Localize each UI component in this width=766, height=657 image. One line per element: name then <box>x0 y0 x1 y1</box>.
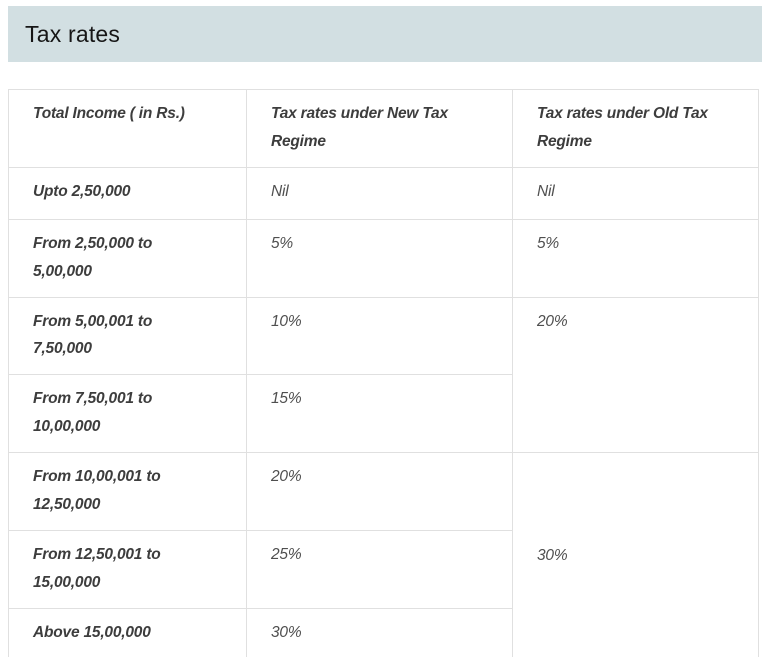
old-rate-cell-merged: 20% <box>512 296 759 454</box>
page-title: Tax rates <box>25 20 121 47</box>
new-rate-cell: 10% <box>246 296 513 376</box>
column-header-old-regime: Tax rates under Old Tax Regime <box>512 89 759 168</box>
column-header-income: Total Income ( in Rs.) <box>8 89 247 168</box>
income-cell: From 10,00,001 to 12,50,000 <box>8 452 247 531</box>
table-row: From 2,50,000 to 5,00,000 5% 5% <box>8 218 759 298</box>
new-rate-cell: 30% <box>246 607 513 657</box>
old-rate-cell: 5% <box>512 218 759 298</box>
new-rate-cell: 20% <box>246 452 513 531</box>
income-cell: From 2,50,000 to 5,00,000 <box>8 218 247 298</box>
new-rate-cell: 15% <box>246 374 513 454</box>
table-row: From 7,50,001 to 10,00,000 15% <box>8 374 759 454</box>
income-cell: Upto 2,50,000 <box>8 166 247 220</box>
income-cell: From 7,50,001 to 10,00,000 <box>8 374 247 454</box>
new-rate-cell: 5% <box>246 218 513 298</box>
new-rate-cell: Nil <box>246 166 513 220</box>
table-row: Above 15,00,000 30% <box>8 607 759 657</box>
tax-rates-table: Total Income ( in Rs.) Tax rates under N… <box>8 89 759 657</box>
table-row: From 5,00,001 to 7,50,000 10% 20% <box>8 296 759 454</box>
old-rate-cell-merged: 30% <box>512 452 759 657</box>
column-header-new-regime: Tax rates under New Tax Regime <box>246 89 513 168</box>
section-header: Tax rates <box>8 6 762 62</box>
income-cell: From 12,50,001 to 15,00,000 <box>8 529 247 609</box>
table-row: From 10,00,001 to 12,50,000 20% 30% <box>8 452 759 657</box>
table-row: Upto 2,50,000 Nil Nil <box>8 166 759 220</box>
new-rate-cell: 25% <box>246 529 513 609</box>
table-header-row: Total Income ( in Rs.) Tax rates under N… <box>8 89 759 168</box>
income-cell: Above 15,00,000 <box>8 607 247 657</box>
income-cell: From 5,00,001 to 7,50,000 <box>8 296 247 376</box>
old-rate-cell: Nil <box>512 166 759 220</box>
